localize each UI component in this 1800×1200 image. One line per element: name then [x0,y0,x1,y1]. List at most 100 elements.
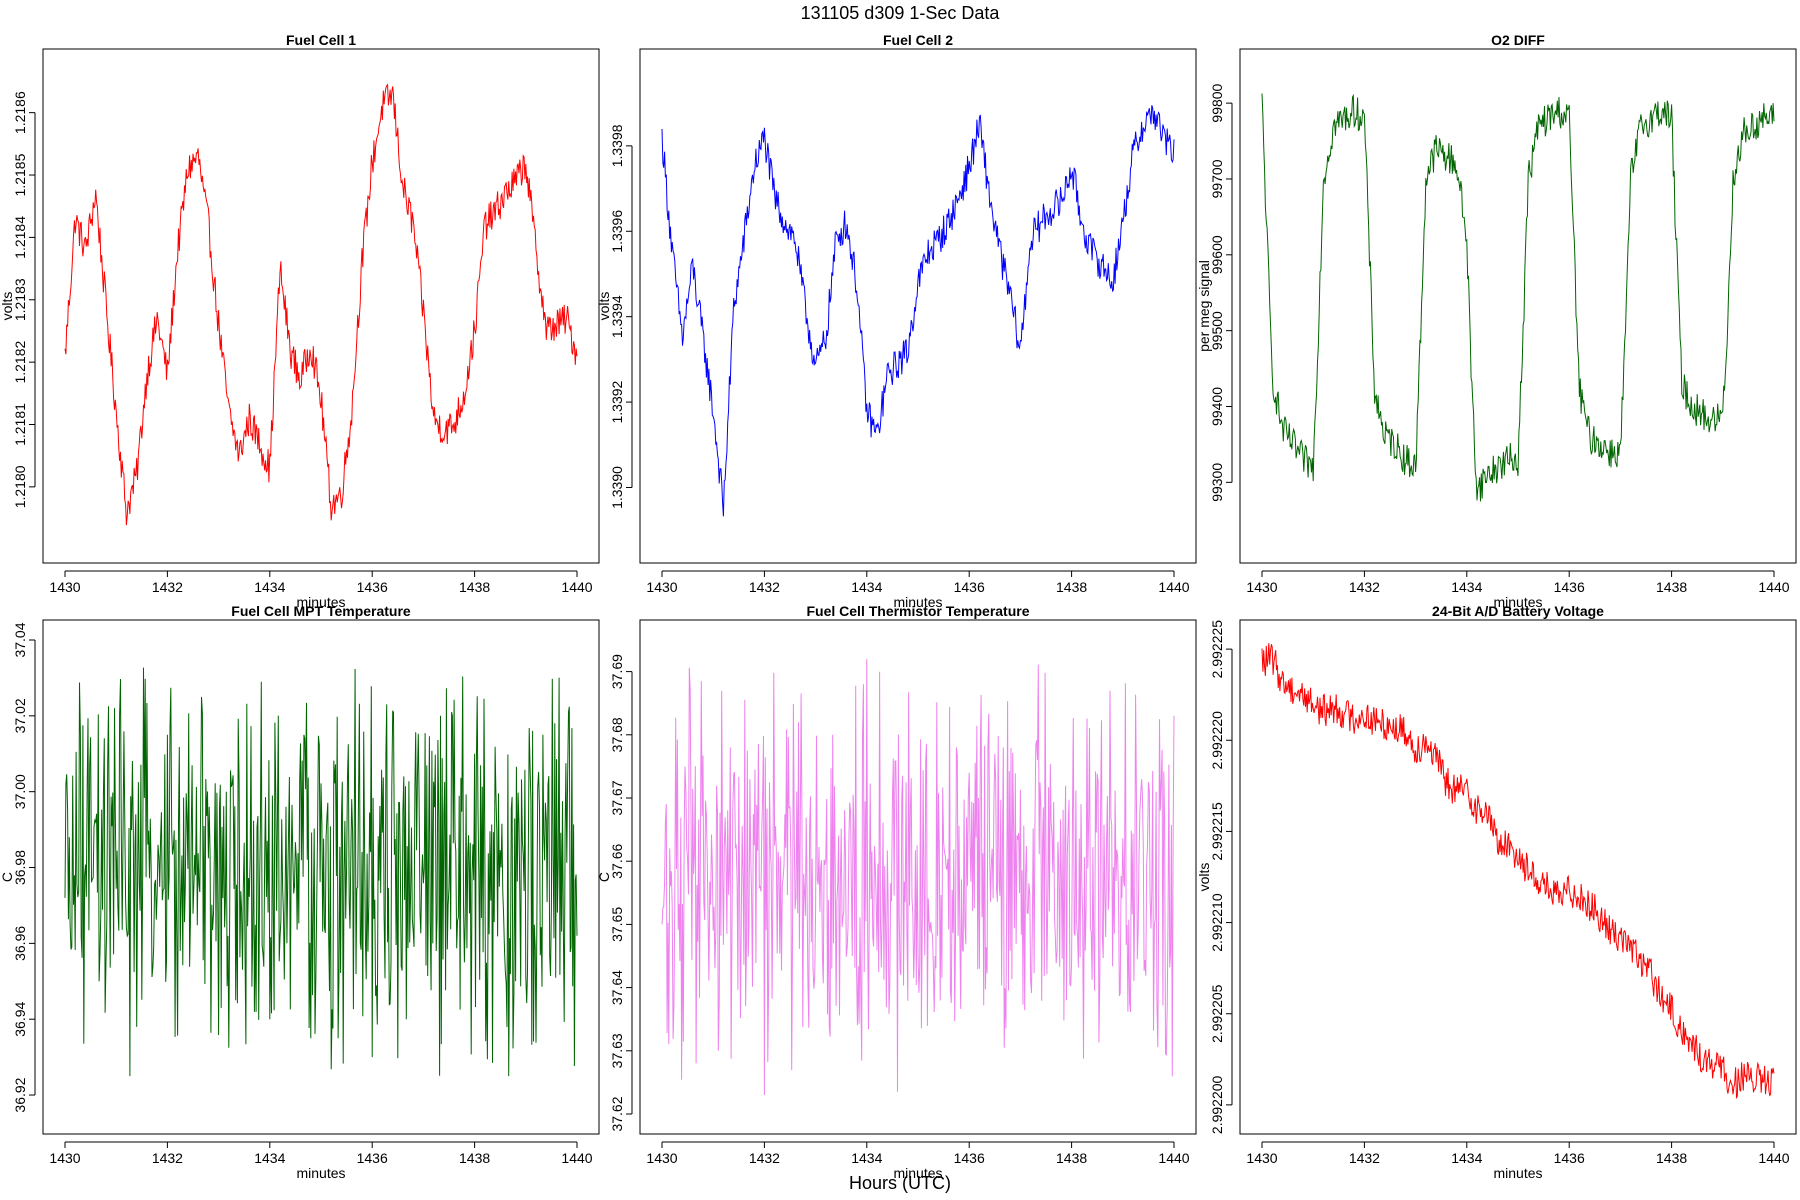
y-axis-label: volts [1196,863,1212,892]
series-line-fuel-cell-2 [661,105,1175,517]
x-tick-label: 1430 [646,1150,677,1166]
plot-frame [1239,619,1797,1135]
series-line-thermistor-temperature [661,658,1175,1096]
x-tick-label: 1440 [1758,579,1789,595]
panel-6: 24-Bit A/D Battery Voltage 1430 1432 1434 14… [1196,603,1797,1181]
panel-2: Fuel Cell 2 1430 1432 1434 1436 1438 1440 minut… [596,32,1197,610]
series-line-o2-diff [1261,93,1775,502]
x-axis-label: minutes [1493,594,1542,610]
plot-frame [639,48,1197,564]
y-tick-label: 2.992220 [1209,711,1225,770]
x-tick-label: 1434 [1451,579,1482,595]
x-tick-label: 1430 [49,1150,80,1166]
x-tick-label: 1438 [459,579,490,595]
y-tick-label: 37.68 [609,717,625,752]
y-tick-label: 1.3396 [609,210,625,253]
y-tick-label: 2.992210 [1209,893,1225,952]
x-tick-label: 1430 [646,579,677,595]
chart-title: Fuel Cell 2 [883,32,953,48]
chart-title: Fuel Cell 1 [286,32,356,48]
y-tick-label: 2.992200 [1209,1075,1225,1134]
y-tick-label: 1.3398 [609,124,625,167]
x-tick-label: 1438 [1056,1150,1087,1166]
x-tick-label: 1440 [561,579,592,595]
x-tick-label: 1434 [254,579,285,595]
x-tick-label: 1432 [749,579,780,595]
x-tick-label: 1432 [152,579,183,595]
x-tick-label: 1430 [49,579,80,595]
y-tick-label: 1.2182 [12,341,28,384]
y-tick-label: 1.2181 [12,403,28,446]
y-tick-label: 99400 [1209,387,1225,426]
x-tick-label: 1430 [1246,1150,1277,1166]
plot-frame [42,619,600,1135]
x-tick-label: 1436 [954,579,985,595]
panel-4: Fuel Cell MPT Temperature 1430 1432 1434 143… [0,603,600,1181]
y-tick-label: 2.992205 [1209,984,1225,1043]
y-tick-label: 2.992225 [1209,620,1225,679]
plot-frame [639,619,1197,1135]
y-tick-label: 36.96 [12,926,28,961]
panels-group: Fuel Cell 1 1430 1432 1434 1436 1438 1440 minut… [0,32,1797,1181]
y-tick-label: 36.94 [12,1001,28,1036]
y-axis-label: C [596,872,612,882]
y-tick-label: 99500 [1209,311,1225,350]
x-tick-label: 1436 [954,1150,985,1166]
panel-5: Fuel Cell Thermistor Temperature 1430 1432… [596,603,1197,1181]
y-tick-label: 36.98 [12,850,28,885]
chart-title: O2 DIFF [1491,32,1545,48]
x-tick-label: 1436 [357,579,388,595]
x-tick-label: 1440 [1758,1150,1789,1166]
x-tick-label: 1434 [1451,1150,1482,1166]
x-tick-label: 1432 [1349,1150,1380,1166]
x-tick-label: 1430 [1246,579,1277,595]
x-tick-label: 1434 [851,579,882,595]
y-tick-label: 37.69 [609,654,625,689]
x-tick-label: 1434 [254,1150,285,1166]
y-tick-label: 99800 [1209,83,1225,122]
plot-frame [42,48,600,564]
y-tick-label: 37.65 [609,907,625,942]
y-tick-label: 1.3390 [609,466,625,509]
x-tick-label: 1432 [152,1150,183,1166]
x-tick-label: 1438 [1656,579,1687,595]
y-tick-label: 1.3394 [609,295,625,338]
y-tick-label: 37.02 [12,698,28,733]
x-tick-label: 1436 [1554,579,1585,595]
x-tick-label: 1440 [1158,579,1189,595]
x-tick-label: 1438 [459,1150,490,1166]
x-tick-label: 1438 [1056,579,1087,595]
y-axis-label: volts [0,292,15,321]
series-line-mpt-temperature [64,667,578,1077]
y-tick-label: 37.04 [12,622,28,657]
y-tick-label: 37.67 [609,780,625,815]
y-tick-label: 2.992215 [1209,802,1225,861]
y-tick-label: 36.92 [12,1077,28,1112]
x-axis-label: minutes [296,1165,345,1181]
x-tick-label: 1432 [749,1150,780,1166]
panel-1: Fuel Cell 1 1430 1432 1434 1436 1438 1440 minut… [0,32,600,610]
y-tick-label: 37.00 [12,774,28,809]
x-tick-label: 1436 [357,1150,388,1166]
figure-title: 131105 d309 1-Sec Data [801,3,1001,23]
x-tick-label: 1434 [851,1150,882,1166]
x-axis-label: minutes [893,594,942,610]
y-tick-label: 1.2186 [12,91,28,134]
x-tick-label: 1432 [1349,579,1380,595]
x-tick-label: 1436 [1554,1150,1585,1166]
y-tick-label: 1.3392 [609,380,625,423]
x-axis-label: minutes [1493,1165,1542,1181]
x-tick-label: 1440 [1158,1150,1189,1166]
chart-title: Fuel Cell MPT Temperature [231,603,411,619]
y-tick-label: 99600 [1209,235,1225,274]
x-axis-label: minutes [296,594,345,610]
y-axis-label: per meg signal [1196,260,1212,352]
y-tick-label: 1.2184 [12,216,28,259]
figure-footer-label: Hours (UTC) [849,1173,951,1193]
y-axis-label: volts [596,292,612,321]
y-tick-label: 1.2180 [12,465,28,508]
y-tick-label: 37.62 [609,1096,625,1131]
plot-frame [1239,48,1797,564]
